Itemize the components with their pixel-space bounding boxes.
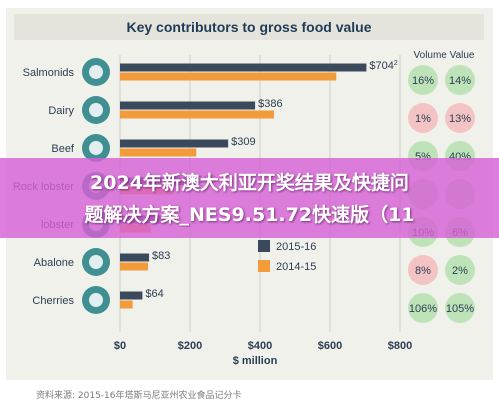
category-icon-glyph [89, 103, 103, 117]
overlay-text-line-1: 2024年新澳大利亚开奖结果及快捷问 [90, 172, 409, 194]
category-icon-glyph [89, 65, 103, 79]
volume-value-header: Volume Value [414, 50, 475, 61]
volume-circle [408, 65, 438, 95]
category-label: Abalone [34, 257, 74, 269]
chart-title: Key contributors to gross food value [14, 14, 484, 40]
volume-percent: 1% [415, 113, 431, 125]
category-icon-glyph [89, 255, 103, 269]
value-percent: 13% [449, 113, 471, 125]
source-note: 资料来源: 2015-16年塔斯马尼亚州农业食品记分卡 [36, 391, 242, 401]
bar-2015-16 [120, 63, 367, 72]
x-tick-label: $800 [388, 340, 412, 352]
category-label: Dairy [48, 105, 74, 117]
bar-2015-16 [120, 101, 256, 110]
volume-percent: 16% [412, 75, 434, 87]
data-label: $386 [258, 98, 282, 110]
value-circle [445, 255, 475, 285]
data-label: $64 [145, 288, 163, 300]
value-circle [445, 293, 475, 323]
bar-2014-15 [120, 262, 148, 271]
data-label: $309 [231, 136, 255, 148]
volume-circle [408, 103, 438, 133]
data-label: $83 [152, 250, 170, 262]
bar-2014-15 [120, 110, 274, 119]
value-percent: 105% [446, 303, 474, 315]
overlay-text-line-2: 题解决方案_NES9.51.72快速版（11 [84, 204, 415, 226]
legend-swatch [258, 240, 270, 252]
volume-percent: 106% [409, 303, 437, 315]
bar-2014-15 [120, 148, 197, 157]
legend-swatch [258, 260, 270, 272]
category-label: Beef [51, 143, 75, 155]
x-tick-label: $600 [318, 340, 342, 352]
bar-2014-15 [120, 72, 337, 81]
legend-label: 2015-16 [276, 241, 316, 253]
overlay-banner [0, 158, 499, 238]
value-percent: 14% [449, 75, 471, 87]
data-label-superscript: 2 [394, 60, 398, 67]
volume-circle [408, 255, 438, 285]
value-circle [445, 65, 475, 95]
volume-circle [408, 293, 438, 323]
bar-2015-16 [120, 291, 143, 300]
value-percent: 2% [452, 265, 468, 277]
legend-label: 2014-15 [276, 261, 316, 273]
category-icon-glyph [89, 293, 103, 307]
value-circle [445, 103, 475, 133]
x-tick-label: $0 [114, 340, 126, 352]
bar-2015-16 [120, 253, 150, 262]
bar-2014-15 [120, 300, 133, 309]
bar-2015-16 [120, 139, 229, 148]
x-tick-label: $400 [248, 340, 272, 352]
volume-percent: 8% [415, 265, 431, 277]
category-label: Salmonids [23, 67, 75, 79]
category-icon-glyph [89, 141, 103, 155]
category-label: Cherries [32, 295, 74, 307]
x-axis-label: $ million [233, 355, 278, 367]
x-tick-label: $200 [178, 340, 202, 352]
data-label: $7042 [369, 60, 397, 72]
